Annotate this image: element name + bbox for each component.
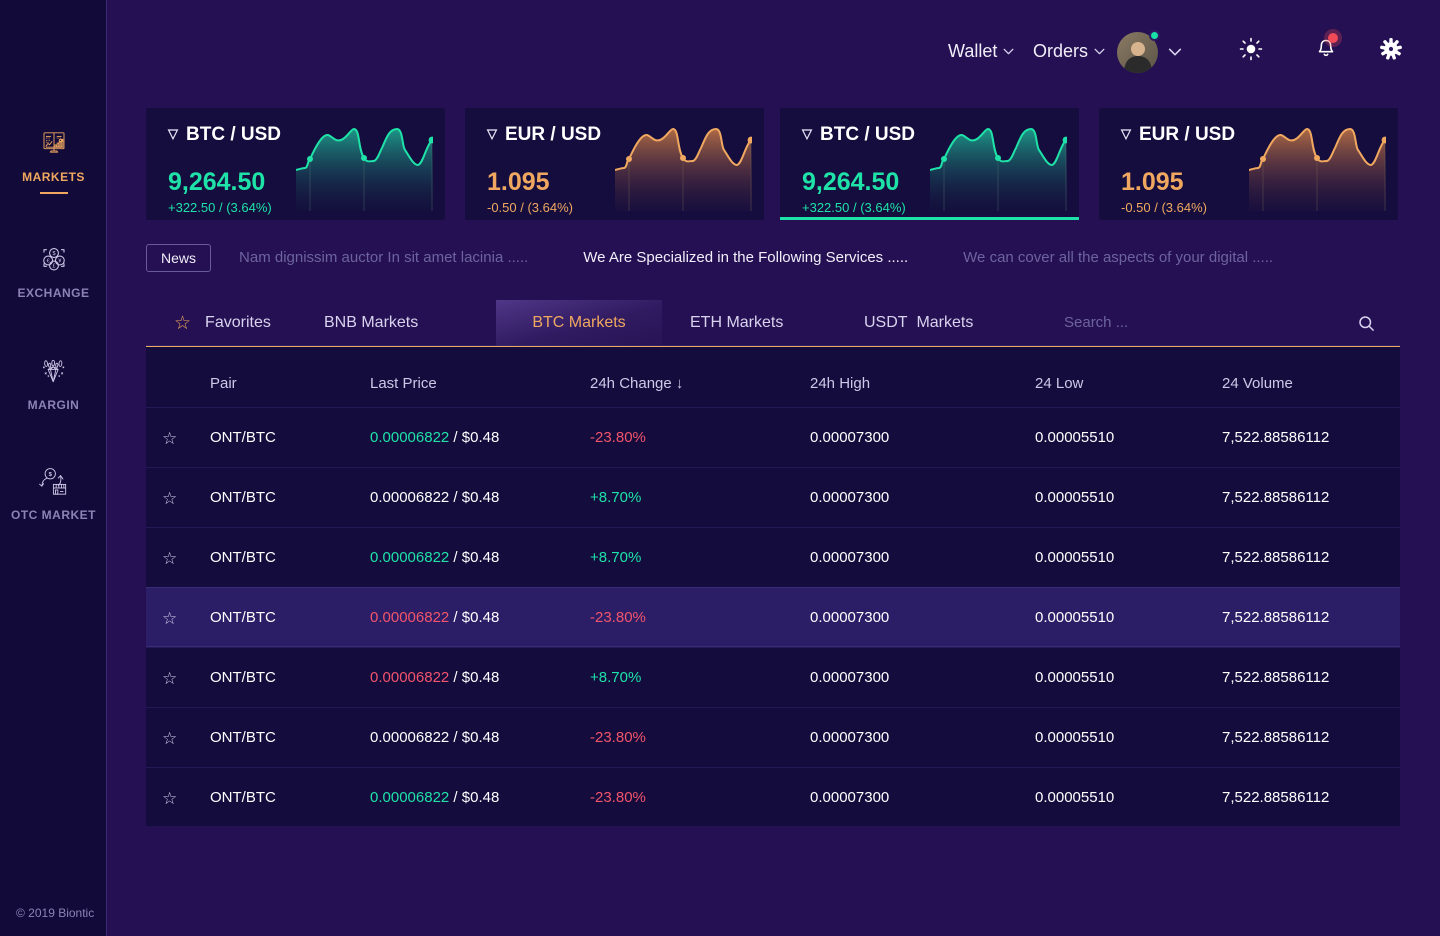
svg-text:$: $ <box>52 251 55 257</box>
svg-text:¥: ¥ <box>58 259 62 265</box>
svg-text:£: £ <box>52 264 55 270</box>
svg-text:€: € <box>46 259 49 265</box>
svg-text:$: $ <box>48 472 52 478</box>
